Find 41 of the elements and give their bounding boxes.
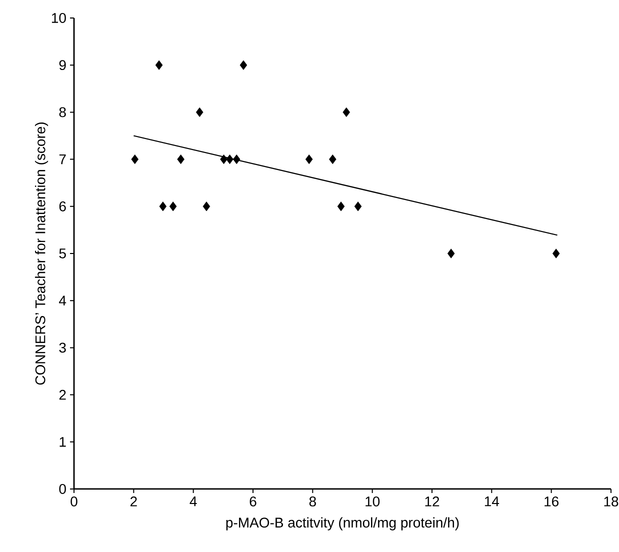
- y-tick-label: 3: [59, 342, 66, 353]
- point: [220, 154, 228, 164]
- point: [159, 202, 167, 212]
- x-tick-label: 10: [366, 496, 380, 506]
- y-tick-label: 8: [59, 107, 66, 118]
- point: [240, 60, 248, 70]
- point: [342, 107, 350, 117]
- y-tick-label: 6: [59, 201, 66, 212]
- x-tick-label: 12: [425, 496, 440, 506]
- point: [202, 202, 210, 212]
- point: [232, 154, 240, 164]
- x-tick-label: 16: [544, 496, 558, 506]
- point: [226, 154, 234, 164]
- point: [196, 107, 204, 117]
- point: [552, 248, 560, 258]
- x-tick-label: 6: [250, 496, 256, 506]
- x-tick-label: 4: [190, 496, 197, 506]
- point: [354, 202, 362, 212]
- y-tick-label: 1: [60, 437, 66, 447]
- x-tick-label: 8: [309, 496, 316, 506]
- y-tick-label: 7: [59, 154, 66, 164]
- point: [177, 154, 184, 164]
- y-tick-label: 2: [59, 390, 66, 400]
- x-tick-label: 2: [130, 496, 137, 506]
- y-tick-label: 9: [59, 60, 66, 70]
- x-tick-label: 14: [484, 496, 500, 506]
- x-tick-label: 0: [70, 496, 78, 506]
- point: [447, 248, 455, 258]
- x-axis-title: p-MAO-B actitvity (nmol/mg protein/h): [226, 517, 459, 530]
- x-tick-label: 18: [604, 496, 618, 506]
- y-axis-title: CONNERS’ Teacher for Inattention (score): [34, 122, 48, 385]
- point: [131, 154, 139, 164]
- point: [305, 154, 313, 164]
- point: [337, 202, 345, 212]
- point: [329, 154, 336, 164]
- point: [169, 202, 177, 212]
- y-tick-label: 0: [59, 484, 66, 494]
- y-tick-label: 5: [59, 248, 66, 258]
- y-tick-label: 4: [59, 296, 66, 306]
- y-tick-label: 10: [52, 13, 66, 23]
- point: [155, 60, 163, 70]
